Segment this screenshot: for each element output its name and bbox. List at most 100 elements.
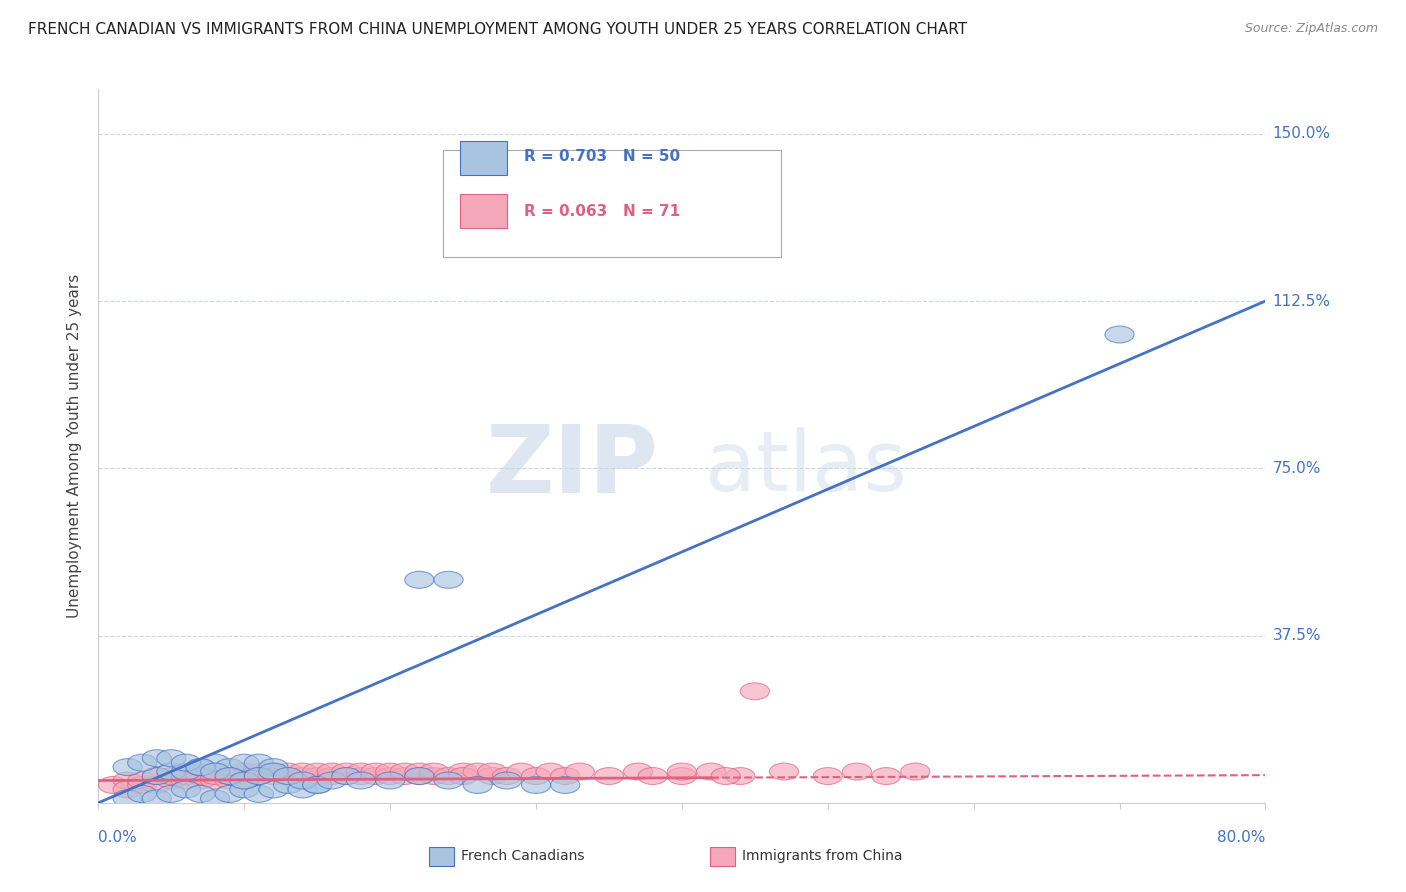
Ellipse shape: [405, 767, 434, 785]
Ellipse shape: [668, 763, 696, 780]
Ellipse shape: [215, 767, 245, 785]
Y-axis label: Unemployment Among Youth under 25 years: Unemployment Among Youth under 25 years: [67, 274, 83, 618]
Ellipse shape: [128, 772, 157, 789]
Ellipse shape: [142, 767, 172, 785]
Ellipse shape: [128, 785, 157, 803]
Ellipse shape: [769, 763, 799, 780]
FancyBboxPatch shape: [443, 150, 782, 257]
Ellipse shape: [389, 767, 419, 785]
Ellipse shape: [172, 767, 201, 785]
Ellipse shape: [215, 767, 245, 785]
Text: 0.0%: 0.0%: [98, 830, 138, 845]
Ellipse shape: [259, 781, 288, 797]
Ellipse shape: [375, 767, 405, 785]
Ellipse shape: [186, 772, 215, 789]
Ellipse shape: [361, 767, 389, 785]
Ellipse shape: [142, 749, 172, 766]
FancyBboxPatch shape: [460, 194, 506, 228]
Ellipse shape: [361, 763, 389, 780]
Ellipse shape: [245, 767, 273, 785]
Ellipse shape: [186, 785, 215, 803]
Ellipse shape: [172, 781, 201, 797]
Ellipse shape: [389, 763, 419, 780]
Ellipse shape: [346, 763, 375, 780]
Ellipse shape: [318, 767, 346, 785]
Ellipse shape: [98, 776, 128, 794]
Ellipse shape: [302, 767, 332, 785]
Ellipse shape: [112, 772, 142, 789]
Ellipse shape: [332, 763, 361, 780]
Ellipse shape: [419, 767, 449, 785]
Ellipse shape: [245, 767, 273, 785]
Ellipse shape: [273, 763, 302, 780]
Ellipse shape: [259, 763, 288, 780]
Text: 75.0%: 75.0%: [1272, 461, 1320, 475]
Ellipse shape: [318, 763, 346, 780]
Ellipse shape: [273, 767, 302, 785]
Text: R = 0.063   N = 71: R = 0.063 N = 71: [524, 203, 681, 219]
Ellipse shape: [318, 772, 346, 789]
Ellipse shape: [157, 763, 186, 780]
Ellipse shape: [245, 763, 273, 780]
Ellipse shape: [522, 776, 551, 794]
Ellipse shape: [405, 767, 434, 785]
Ellipse shape: [229, 755, 259, 771]
Text: 37.5%: 37.5%: [1272, 628, 1320, 643]
Ellipse shape: [623, 763, 652, 780]
Ellipse shape: [157, 767, 186, 785]
Ellipse shape: [201, 767, 229, 785]
Ellipse shape: [215, 785, 245, 803]
Ellipse shape: [142, 767, 172, 785]
Ellipse shape: [449, 767, 478, 785]
Ellipse shape: [157, 772, 186, 789]
Ellipse shape: [201, 772, 229, 789]
Text: FRENCH CANADIAN VS IMMIGRANTS FROM CHINA UNEMPLOYMENT AMONG YOUTH UNDER 25 YEARS: FRENCH CANADIAN VS IMMIGRANTS FROM CHINA…: [28, 22, 967, 37]
Ellipse shape: [172, 755, 201, 771]
Ellipse shape: [229, 763, 259, 780]
Ellipse shape: [229, 781, 259, 797]
Ellipse shape: [434, 772, 463, 789]
Text: ZIP: ZIP: [485, 421, 658, 514]
Ellipse shape: [288, 781, 318, 797]
Ellipse shape: [375, 763, 405, 780]
Ellipse shape: [259, 767, 288, 785]
Ellipse shape: [595, 767, 623, 785]
Ellipse shape: [551, 767, 579, 785]
Ellipse shape: [842, 763, 872, 780]
Ellipse shape: [405, 572, 434, 589]
Ellipse shape: [492, 767, 522, 785]
Ellipse shape: [551, 776, 579, 794]
Text: 80.0%: 80.0%: [1218, 830, 1265, 845]
Ellipse shape: [172, 763, 201, 780]
Ellipse shape: [302, 776, 332, 794]
Ellipse shape: [696, 763, 725, 780]
Ellipse shape: [112, 790, 142, 806]
Ellipse shape: [463, 763, 492, 780]
Ellipse shape: [711, 767, 741, 785]
Ellipse shape: [215, 772, 245, 789]
Ellipse shape: [157, 785, 186, 803]
Ellipse shape: [172, 772, 201, 789]
Ellipse shape: [142, 790, 172, 806]
Ellipse shape: [872, 767, 901, 785]
Ellipse shape: [346, 772, 375, 789]
Ellipse shape: [434, 572, 463, 589]
Ellipse shape: [142, 776, 172, 794]
Text: Immigrants from China: Immigrants from China: [742, 849, 903, 863]
Ellipse shape: [638, 767, 668, 785]
Ellipse shape: [128, 776, 157, 794]
Ellipse shape: [346, 767, 375, 785]
Ellipse shape: [201, 790, 229, 806]
Text: atlas: atlas: [706, 427, 907, 508]
Text: 150.0%: 150.0%: [1272, 127, 1330, 141]
Ellipse shape: [463, 776, 492, 794]
Ellipse shape: [273, 767, 302, 785]
Ellipse shape: [740, 683, 769, 699]
Ellipse shape: [229, 772, 259, 789]
Ellipse shape: [506, 763, 536, 780]
Ellipse shape: [201, 763, 229, 780]
Ellipse shape: [288, 763, 318, 780]
Ellipse shape: [302, 763, 332, 780]
Ellipse shape: [215, 758, 245, 776]
Text: Source: ZipAtlas.com: Source: ZipAtlas.com: [1244, 22, 1378, 36]
